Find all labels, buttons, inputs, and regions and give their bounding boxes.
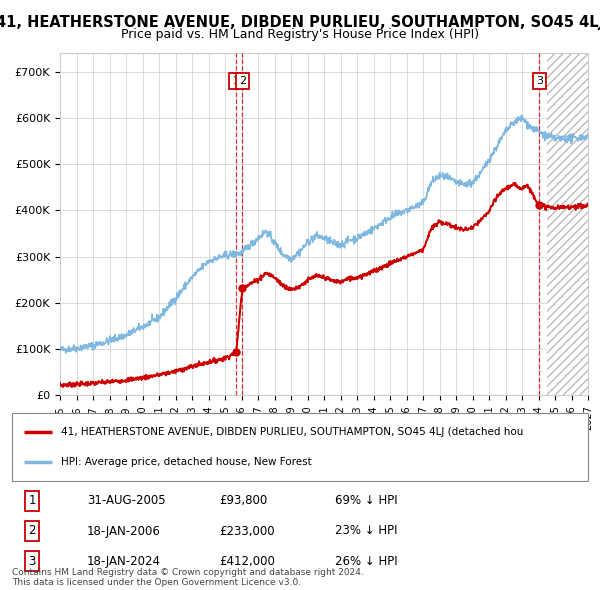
Text: HPI: Average price, detached house, New Forest: HPI: Average price, detached house, New …: [61, 457, 312, 467]
Text: 2: 2: [239, 76, 246, 86]
Text: 2: 2: [28, 525, 36, 537]
Text: £412,000: £412,000: [220, 555, 275, 568]
Bar: [547, 53, 588, 395]
Text: 1: 1: [233, 76, 239, 86]
Text: 69% ↓ HPI: 69% ↓ HPI: [335, 494, 397, 507]
Text: 26% ↓ HPI: 26% ↓ HPI: [335, 555, 397, 568]
Text: 1: 1: [28, 494, 36, 507]
Text: 3: 3: [28, 555, 36, 568]
Text: 3: 3: [536, 76, 543, 86]
Text: Price paid vs. HM Land Registry's House Price Index (HPI): Price paid vs. HM Land Registry's House …: [121, 28, 479, 41]
Text: 41, HEATHERSTONE AVENUE, DIBDEN PURLIEU, SOUTHAMPTON, SO45 4LJ (detached hou: 41, HEATHERSTONE AVENUE, DIBDEN PURLIEU,…: [61, 427, 523, 437]
Text: £93,800: £93,800: [220, 494, 268, 507]
FancyBboxPatch shape: [12, 413, 588, 481]
Text: Contains HM Land Registry data © Crown copyright and database right 2024.
This d: Contains HM Land Registry data © Crown c…: [12, 568, 364, 587]
Text: 18-JAN-2006: 18-JAN-2006: [87, 525, 161, 537]
Text: 41, HEATHERSTONE AVENUE, DIBDEN PURLIEU, SOUTHAMPTON, SO45 4LJ: 41, HEATHERSTONE AVENUE, DIBDEN PURLIEU,…: [0, 15, 600, 30]
Text: £233,000: £233,000: [220, 525, 275, 537]
Text: 23% ↓ HPI: 23% ↓ HPI: [335, 525, 397, 537]
Text: 18-JAN-2024: 18-JAN-2024: [87, 555, 161, 568]
Text: 31-AUG-2005: 31-AUG-2005: [87, 494, 166, 507]
